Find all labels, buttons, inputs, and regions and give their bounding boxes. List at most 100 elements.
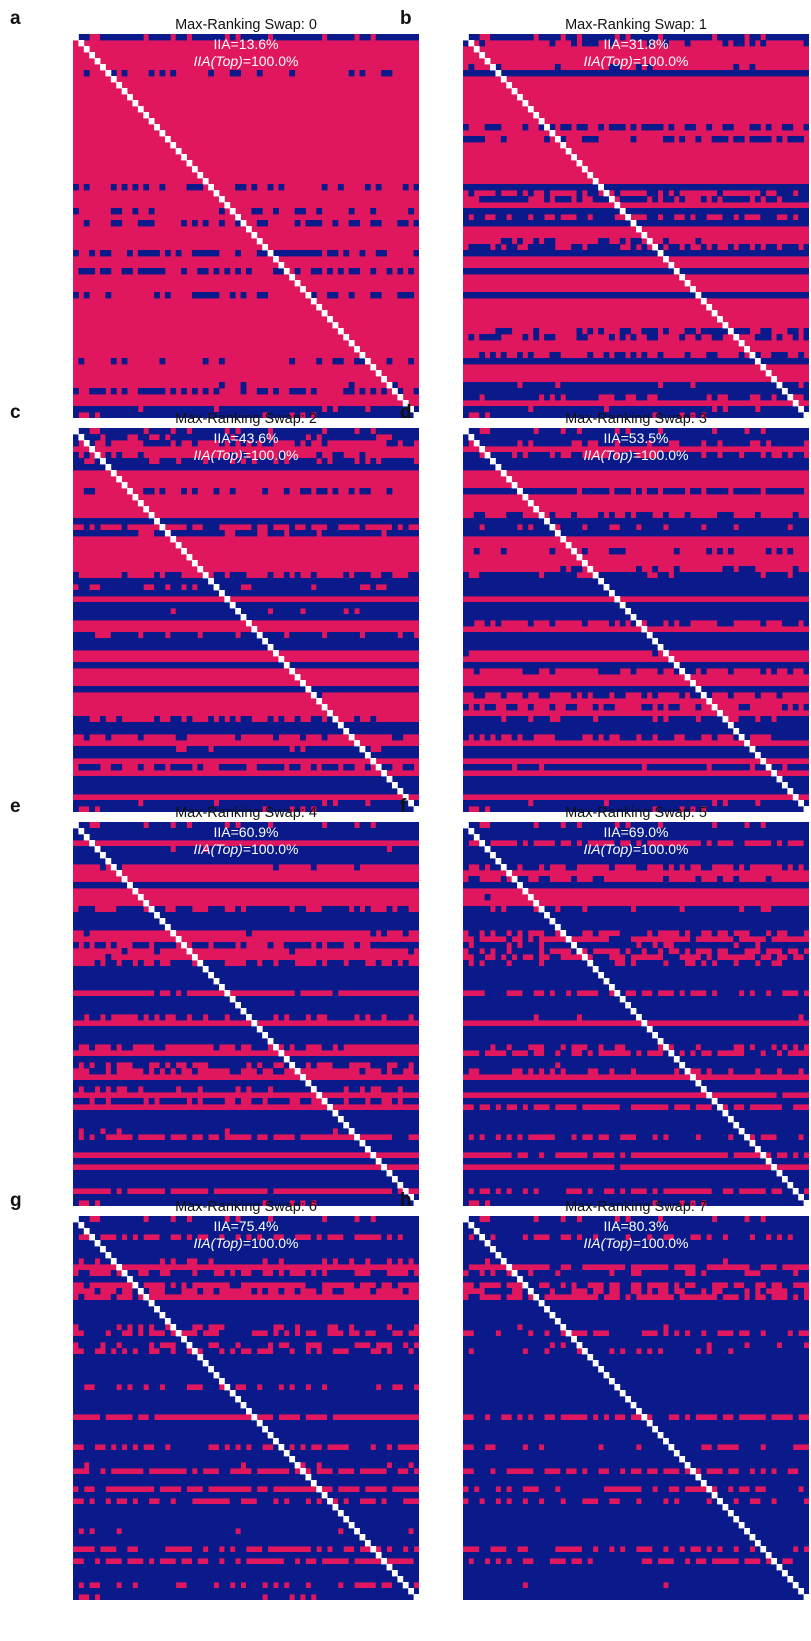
heatmap-cell <box>294 250 301 257</box>
heatmap-cell <box>765 632 772 639</box>
heatmap-cell <box>711 686 718 693</box>
heatmap-cell <box>148 268 155 275</box>
heatmap-cell <box>549 406 556 413</box>
heatmap-cell <box>668 458 675 465</box>
heatmap-cell <box>267 602 274 609</box>
heatmap-cell <box>668 632 675 639</box>
heatmap-cell <box>463 686 469 693</box>
heatmap-cell <box>105 602 112 609</box>
heatmap-cell <box>614 434 621 441</box>
heatmap-cell <box>294 764 301 771</box>
heatmap-cell <box>554 464 561 471</box>
heatmap-cell <box>636 440 642 447</box>
heatmap-cell <box>132 208 139 215</box>
heatmap-cell <box>94 788 101 795</box>
heatmap-cell <box>792 716 799 723</box>
heatmap-cell <box>289 644 296 651</box>
heatmap-cell <box>186 806 193 812</box>
heatmap-cell <box>359 250 366 257</box>
heatmap-cell <box>717 578 723 585</box>
heatmap-cell <box>132 602 139 609</box>
heatmap-cell <box>549 40 556 47</box>
diagonal-cell <box>262 638 269 645</box>
heatmap-cell <box>73 464 79 471</box>
heatmap-cell <box>229 662 236 669</box>
heatmap-cell <box>533 412 540 418</box>
heatmap-cell <box>94 458 101 465</box>
diagonal-cell <box>776 382 783 389</box>
heatmap-cell <box>776 34 783 41</box>
heatmap-cell <box>646 434 653 441</box>
heatmap-cell <box>364 572 371 579</box>
panel-b: b Max-Ranking Swap: 1 IIA=31.8% IIA(Top)… <box>400 8 809 418</box>
heatmap-cell <box>73 184 79 191</box>
heatmap-cell <box>283 572 290 579</box>
heatmap-cell <box>722 512 729 519</box>
heatmap-cell <box>256 458 263 465</box>
diagonal-cell <box>229 602 236 609</box>
heatmap-cell <box>717 638 723 645</box>
heatmap-cell <box>110 584 117 591</box>
heatmap-cell <box>549 644 556 651</box>
heatmap-cell <box>463 124 469 131</box>
heatmap-cell <box>354 728 360 735</box>
heatmap-cell <box>78 464 85 471</box>
heatmap-cell <box>213 590 220 597</box>
heatmap-cell <box>544 692 550 699</box>
heatmap-cell <box>706 406 713 413</box>
heatmap-cell <box>127 632 133 639</box>
heatmap-cell <box>148 686 155 693</box>
heatmap-cell <box>484 488 491 495</box>
heatmap-cell <box>781 412 788 418</box>
heatmap-cell <box>370 412 377 418</box>
heatmap-cell <box>413 752 419 759</box>
heatmap-cell <box>348 662 355 669</box>
heatmap-cell <box>576 458 583 465</box>
heatmap-cell <box>213 746 220 753</box>
diagonal-cell <box>359 352 366 359</box>
heatmap-cell <box>538 608 545 615</box>
heatmap-cell <box>695 662 702 669</box>
heatmap-cell <box>630 268 637 275</box>
heatmap-cell <box>630 406 637 413</box>
heatmap-cell <box>386 412 393 418</box>
diagonal-cell <box>370 364 377 371</box>
heatmap-cell <box>565 572 572 579</box>
heatmap-cell <box>506 590 513 597</box>
heatmap-cell <box>803 638 809 645</box>
heatmap-cell <box>560 716 567 723</box>
heatmap-cell <box>321 518 328 525</box>
heatmap-cell <box>310 662 317 669</box>
heatmap-cell <box>310 250 317 257</box>
heatmap-cell <box>771 292 777 299</box>
heatmap-cell <box>754 268 761 275</box>
heatmap-cell <box>517 428 523 435</box>
heatmap-cell <box>608 458 615 465</box>
heatmap-cell <box>717 268 723 275</box>
heatmap-cell <box>332 644 339 651</box>
diagonal-cell <box>218 590 225 597</box>
heatmap-cell <box>73 412 79 418</box>
heatmap-cell <box>370 518 377 525</box>
heatmap-cell <box>116 406 123 413</box>
heatmap-cell <box>560 722 567 729</box>
heatmap-cell <box>771 686 777 693</box>
heatmap-cell <box>517 434 523 441</box>
heatmap-cell <box>300 250 306 257</box>
heatmap-cell <box>668 394 675 401</box>
heatmap-cell <box>159 458 166 465</box>
heatmap-cell <box>722 638 729 645</box>
heatmap-cell <box>121 638 128 645</box>
heatmap-cell <box>473 388 480 395</box>
heatmap-cell <box>310 764 317 771</box>
heatmap-cell <box>598 692 604 699</box>
heatmap-cell <box>283 806 290 812</box>
heatmap-cell <box>386 464 393 471</box>
heatmap-cell <box>490 358 496 365</box>
heatmap-cell <box>792 524 799 531</box>
heatmap-cell <box>490 662 496 669</box>
diagonal-cell <box>386 382 393 389</box>
heatmap-cell <box>159 488 166 495</box>
heatmap-cell <box>143 686 150 693</box>
heatmap-cell <box>321 458 328 465</box>
